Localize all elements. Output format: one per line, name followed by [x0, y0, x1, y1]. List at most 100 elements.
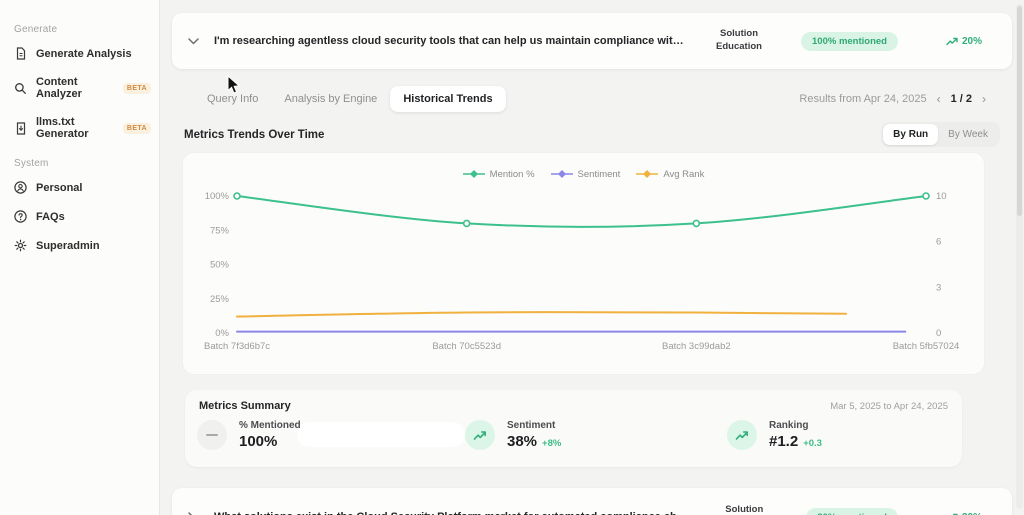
query-category: Solution Education	[716, 28, 762, 52]
legend-label: Sentiment	[577, 168, 621, 180]
chart-legend: Mention % Sentiment Avg Rank	[195, 163, 972, 185]
svg-text:0: 0	[936, 328, 941, 339]
metric-value: 38%	[507, 433, 538, 450]
metric-mentioned: % Mentioned 100%	[197, 420, 301, 450]
legend-line-diamond-icon	[636, 170, 659, 178]
legend-line-diamond-icon	[462, 170, 485, 178]
legend-avg-rank[interactable]: Avg Rank	[636, 169, 704, 180]
toggle-by-week[interactable]: By Week	[948, 129, 988, 140]
svg-text:0%: 0%	[215, 328, 229, 339]
trend-indicator: 20%	[946, 512, 982, 515]
metric-label: Sentiment	[507, 420, 556, 431]
chevron-right-icon[interactable]: ›	[982, 92, 986, 106]
mention-badge: 80% mentioned	[806, 507, 898, 515]
tab-query-info[interactable]: Query Info	[207, 93, 259, 105]
svg-text:6: 6	[936, 237, 941, 248]
metrics-trends-chart-card: Mention % Sentiment Avg Rank 0% 25% 50% 75%…	[182, 152, 985, 375]
sidebar: Generate Generate Analysis Content Analy…	[0, 0, 160, 515]
sidebar-section-system: System	[14, 158, 49, 169]
sidebar-item-faqs[interactable]: FAQs	[0, 202, 159, 231]
metric-ranking: Ranking #1.2 +0.3	[727, 420, 822, 450]
svg-text:Batch 7f3d6b7c: Batch 7f3d6b7c	[204, 341, 270, 352]
legend-sentiment[interactable]: Sentiment	[550, 168, 621, 180]
page-indicator: 1 / 2	[950, 93, 972, 105]
metric-label: % Mentioned	[239, 420, 301, 431]
svg-text:3: 3	[936, 282, 941, 293]
svg-text:75%: 75%	[210, 225, 230, 236]
sidebar-item-label: llms.txt Generator	[36, 116, 89, 140]
metric-value: #1.2	[769, 433, 799, 450]
chevron-right-icon[interactable]	[188, 511, 202, 515]
metric-label: Ranking	[769, 420, 809, 431]
tab-bar: Query Info Analysis by Engine Historical…	[172, 84, 1012, 114]
highlight-pill	[297, 422, 465, 447]
neutral-dash-icon	[197, 420, 227, 450]
gear-icon	[14, 239, 27, 252]
trend-up-icon	[727, 420, 757, 450]
legend-line-diamond-icon	[550, 170, 573, 178]
sidebar-item-llms-generator[interactable]: llms.txt Generator BETA	[0, 108, 159, 148]
metric-value: 100%	[239, 433, 278, 450]
metric-sentiment: Sentiment 38% +8%	[465, 420, 561, 450]
metrics-summary-card: Metrics Summary Mar 5, 2025 to Apr 24, 2…	[185, 390, 962, 467]
query-text: What solutions exist in the Cloud Securi…	[214, 511, 696, 515]
scrollbar[interactable]	[1016, 4, 1023, 509]
tab-analysis-by-engine[interactable]: Analysis by Engine	[284, 93, 378, 105]
sidebar-item-label: Personal	[36, 181, 83, 194]
trend-value: 20%	[961, 35, 982, 47]
results-date-label: Results from Apr 24, 2025	[799, 93, 927, 105]
trend-indicator: 20%	[946, 36, 982, 47]
sidebar-item-content-analyzer[interactable]: Content Analyzer BETA	[0, 68, 159, 108]
trend-value: 20%	[962, 512, 982, 515]
svg-text:Batch 70c5523d: Batch 70c5523d	[432, 341, 501, 352]
file-download-icon	[14, 121, 27, 135]
sidebar-item-generate-analysis[interactable]: Generate Analysis	[0, 39, 159, 68]
view-toggle: By Run By Week	[881, 122, 1000, 147]
svg-text:100%: 100%	[205, 191, 230, 202]
date-range-label: Mar 5, 2025 to Apr 24, 2025	[830, 401, 948, 412]
trend-up-icon	[465, 420, 495, 450]
results-pagination: Results from Apr 24, 2025 ‹ 1 / 2 ›	[799, 93, 1012, 105]
svg-text:10: 10	[936, 191, 947, 202]
sidebar-item-superadmin[interactable]: Superadmin	[0, 231, 159, 260]
mention-badge: 100% mentioned	[801, 31, 898, 51]
document-icon	[14, 47, 27, 60]
query-card-expanded[interactable]: I'm researching agentless cloud security…	[172, 13, 1012, 69]
beta-badge: BETA	[122, 82, 151, 94]
chevron-down-icon[interactable]	[188, 37, 202, 45]
line-chart: 0% 25% 50% 75% 100% 0 3 6 10 Batch 7f3d6b7c Batch …	[204, 191, 960, 352]
metric-delta: +0.3	[803, 438, 822, 449]
metrics-summary-title: Metrics Summary	[199, 400, 291, 412]
person-icon	[14, 181, 27, 194]
beta-badge: BETA	[122, 122, 151, 134]
sidebar-item-label: Content Analyzer	[36, 76, 82, 100]
search-icon	[14, 82, 27, 95]
trends-header: Metrics Trends Over Time By Run By Week	[184, 122, 1000, 147]
sidebar-item-label: Superadmin	[36, 239, 100, 252]
section-title: Metrics Trends Over Time	[184, 128, 325, 141]
question-icon	[14, 210, 27, 223]
trend-up-icon	[946, 37, 958, 45]
chevron-left-icon[interactable]: ‹	[936, 92, 941, 106]
toggle-by-run[interactable]: By Run	[883, 124, 939, 145]
trend-up-icon	[953, 513, 958, 515]
metric-delta: +8%	[542, 438, 562, 449]
legend-label: Avg Rank	[663, 168, 705, 180]
tab-historical-trends[interactable]: Historical Trends	[390, 86, 506, 112]
query-text: I'm researching agentless cloud security…	[214, 35, 691, 47]
query-category: Solution Education	[725, 504, 764, 515]
svg-text:Batch 3c99dab2: Batch 3c99dab2	[662, 341, 731, 352]
sidebar-item-label: Generate Analysis	[36, 47, 132, 60]
sidebar-item-personal[interactable]: Personal	[0, 173, 159, 202]
query-card-collapsed[interactable]: What solutions exist in the Cloud Securi…	[172, 488, 1012, 515]
legend-label: Mention %	[489, 168, 535, 180]
scrollbar-thumb[interactable]	[1017, 6, 1022, 216]
legend-mention[interactable]: Mention %	[462, 168, 535, 180]
svg-text:Batch 5fb57024: Batch 5fb57024	[893, 341, 960, 352]
sidebar-item-label: FAQs	[36, 210, 65, 223]
main-content: I'm researching agentless cloud security…	[172, 0, 1012, 515]
svg-text:50%: 50%	[210, 260, 230, 271]
sidebar-section-generate: Generate	[14, 24, 58, 35]
svg-text:25%: 25%	[210, 294, 230, 305]
